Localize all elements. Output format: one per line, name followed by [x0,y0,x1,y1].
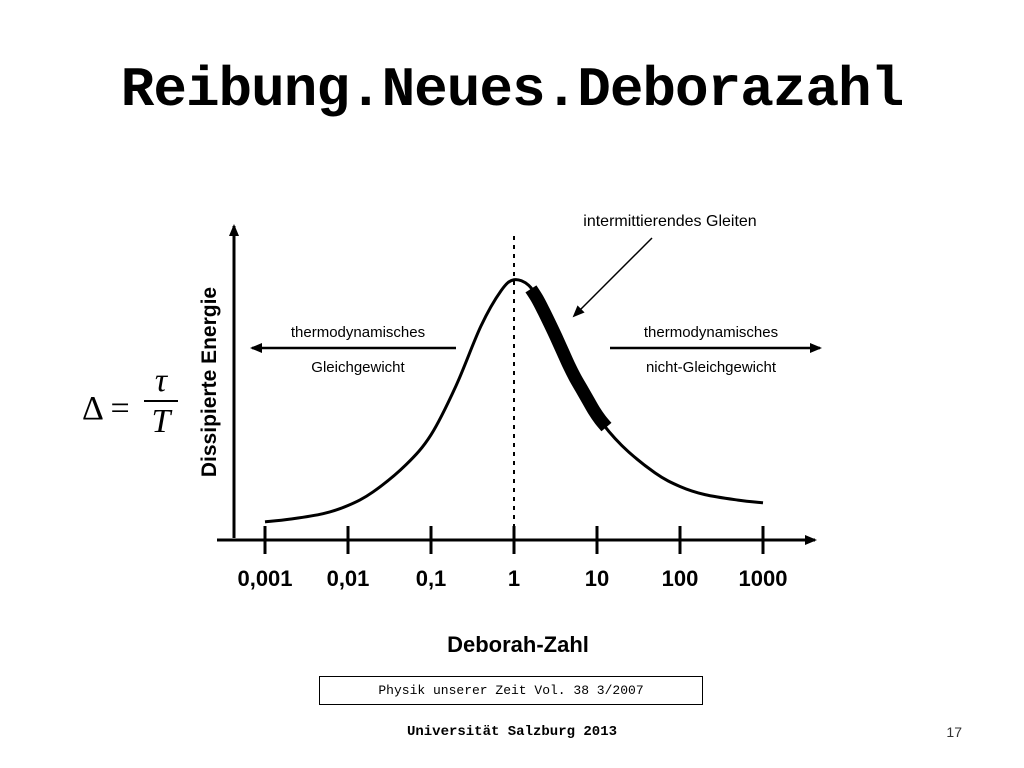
x-tick-label: 0,001 [237,566,292,591]
right-regime-line2: nicht-Gleichgewicht [646,359,777,376]
formula-lhs: Δ = [82,390,130,427]
intermittent-segment [525,285,612,432]
x-tick-label: 0,01 [327,566,370,591]
annotation-intermittent: intermittierendes Gleiten [583,213,756,230]
fraction-bar [144,400,178,402]
footer-text: Universität Salzburg 2013 [406,724,618,740]
dissipation-curve [264,278,764,524]
x-tick-label: 1 [508,566,520,591]
right-regime-line1: thermodynamisches [644,324,778,341]
page-number: 17 [946,724,962,740]
x-tick-label: 10 [585,566,609,591]
source-citation: Physik unserer Zeit Vol. 38 3/2007 [319,676,703,705]
x-axis-label: Deborah-Zahl [447,632,589,657]
formula-fraction: τ T [144,362,178,440]
formula-numerator: τ [154,362,168,399]
slide-title: Reibung.Neues.Deborazahl [120,58,905,122]
x-tick-labels: 0,001 0,01 0,1 1 10 100 1000 [237,566,787,591]
left-regime-line2: Gleichgewicht [311,359,405,376]
annotation-arrow [572,237,653,318]
left-regime-line1: thermodynamisches [291,324,425,341]
y-axis-label: Dissipierte Energie [198,287,221,477]
x-ticks [263,526,765,554]
x-tick-label: 1000 [739,566,788,591]
x-tick-label: 100 [662,566,699,591]
x-tick-label: 0,1 [416,566,447,591]
formula-denominator: T [151,403,171,440]
